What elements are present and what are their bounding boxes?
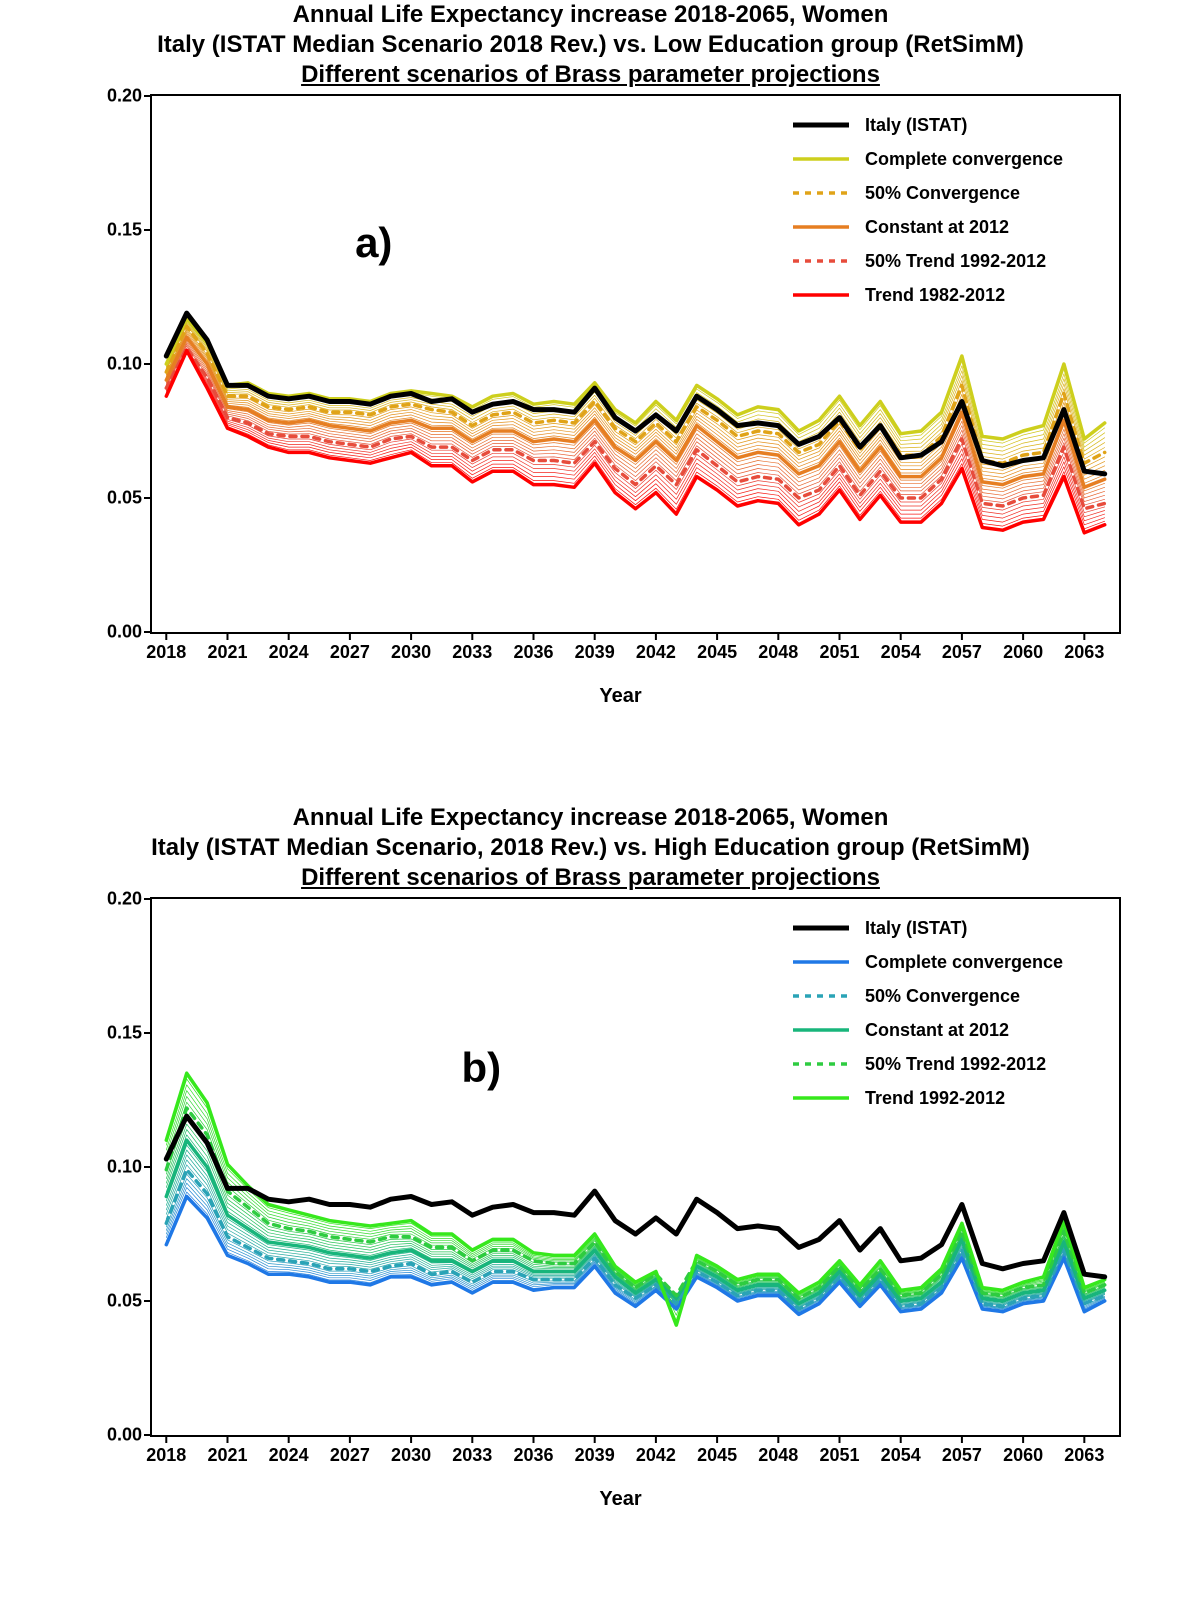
x-tick-label: 2060 xyxy=(1003,642,1043,663)
legend-item: 50% Convergence xyxy=(791,979,1097,1013)
panel-label-b: b) xyxy=(461,1044,501,1092)
title-line: Italy (ISTAT Median Scenario, 2018 Rev.)… xyxy=(0,833,1181,863)
legend-item: Trend 1992-2012 xyxy=(791,1081,1097,1115)
legend-item: Trend 1982-2012 xyxy=(791,278,1097,312)
x-tick-label: 2057 xyxy=(942,1445,982,1466)
x-tick-label: 2045 xyxy=(697,1445,737,1466)
title-line: Annual Life Expectancy increase 2018-206… xyxy=(0,803,1181,833)
legend-label: Trend 1982-2012 xyxy=(865,285,1005,306)
legend-swatch xyxy=(791,183,851,203)
legend-label: Complete convergence xyxy=(865,149,1063,170)
x-tick-label: 2063 xyxy=(1064,642,1104,663)
legend-label: Constant at 2012 xyxy=(865,1020,1009,1041)
x-tick-label: 2042 xyxy=(636,642,676,663)
legend-label: 50% Trend 1992-2012 xyxy=(865,251,1046,272)
x-tick-label: 2063 xyxy=(1064,1445,1104,1466)
legend-item: 50% Trend 1992-2012 xyxy=(791,1047,1097,1081)
legend-label: Italy (ISTAT) xyxy=(865,115,967,136)
legend-label: 50% Convergence xyxy=(865,183,1020,204)
title-line: Italy (ISTAT Median Scenario 2018 Rev.) … xyxy=(0,30,1181,60)
legend-swatch xyxy=(791,952,851,972)
legend-swatch xyxy=(791,1020,851,1040)
legend-swatch xyxy=(791,918,851,938)
x-tick-label: 2057 xyxy=(942,642,982,663)
title-line: Different scenarios of Brass parameter p… xyxy=(0,60,1181,90)
y-tick-label: 0.20 xyxy=(107,86,142,107)
panel-a-title: Annual Life Expectancy increase 2018-206… xyxy=(0,0,1181,90)
x-tick-label: 2051 xyxy=(819,642,859,663)
x-tick-label: 2048 xyxy=(758,1445,798,1466)
x-tick-label: 2021 xyxy=(207,642,247,663)
x-tick-label: 2054 xyxy=(881,1445,921,1466)
x-tick-label: 2036 xyxy=(513,1445,553,1466)
legend-label: 50% Convergence xyxy=(865,986,1020,1007)
x-tick-label: 2030 xyxy=(391,1445,431,1466)
panel-label-a: a) xyxy=(355,219,392,267)
x-tick-label: 2033 xyxy=(452,642,492,663)
x-axis-title: Year xyxy=(90,685,1151,708)
legend-item: Constant at 2012 xyxy=(791,210,1097,244)
plot-area-a: a) Italy (ISTAT) Complete convergence 50% … xyxy=(150,94,1121,634)
x-tick-label: 2027 xyxy=(330,1445,370,1466)
x-tick-label: 2036 xyxy=(513,642,553,663)
legend-swatch xyxy=(791,149,851,169)
chart-wrap-a: L.E. annual increase a) Italy (ISTAT)Com… xyxy=(90,94,1151,714)
x-tick-label: 2024 xyxy=(269,642,309,663)
plot-area-b: b) Italy (ISTAT) Complete convergence 50% … xyxy=(150,897,1121,1437)
legend-label: Complete convergence xyxy=(865,952,1063,973)
x-tick-label: 2039 xyxy=(575,642,615,663)
x-tick-label: 2054 xyxy=(881,642,921,663)
legend-item: 50% Convergence xyxy=(791,176,1097,210)
legend-label: Constant at 2012 xyxy=(865,217,1009,238)
legend-item: Complete convergence xyxy=(791,945,1097,979)
legend-swatch xyxy=(791,115,851,135)
x-tick-label: 2048 xyxy=(758,642,798,663)
y-tick-label: 0.00 xyxy=(107,622,142,643)
y-tick-label: 0.15 xyxy=(107,1023,142,1044)
x-tick-label: 2045 xyxy=(697,642,737,663)
x-tick-label: 2018 xyxy=(146,1445,186,1466)
legend-swatch xyxy=(791,986,851,1006)
y-tick-label: 0.05 xyxy=(107,1291,142,1312)
legend-swatch xyxy=(791,1054,851,1074)
legend-swatch xyxy=(791,251,851,271)
legend-swatch xyxy=(791,285,851,305)
x-tick-label: 2021 xyxy=(207,1445,247,1466)
x-tick-label: 2033 xyxy=(452,1445,492,1466)
x-tick-label: 2030 xyxy=(391,642,431,663)
x-tick-label: 2060 xyxy=(1003,1445,1043,1466)
panel-a: Annual Life Expectancy increase 2018-206… xyxy=(0,0,1181,800)
x-tick-label: 2027 xyxy=(330,642,370,663)
legend-b: Italy (ISTAT) Complete convergence 50% Con… xyxy=(779,905,1109,1121)
legend-label: Italy (ISTAT) xyxy=(865,918,967,939)
x-tick-label: 2024 xyxy=(269,1445,309,1466)
legend-item: Italy (ISTAT) xyxy=(791,911,1097,945)
y-tick-label: 0.10 xyxy=(107,1157,142,1178)
y-tick-label: 0.05 xyxy=(107,488,142,509)
x-tick-label: 2042 xyxy=(636,1445,676,1466)
legend-swatch xyxy=(791,1088,851,1108)
chart-wrap-b: L.E. annual increase b) Italy (ISTAT)Com… xyxy=(90,897,1151,1517)
legend-label: Trend 1992-2012 xyxy=(865,1088,1005,1109)
x-tick-label: 2039 xyxy=(575,1445,615,1466)
title-line: Annual Life Expectancy increase 2018-206… xyxy=(0,0,1181,30)
legend-a: Italy (ISTAT) Complete convergence 50% Con… xyxy=(779,102,1109,318)
y-tick-label: 0.20 xyxy=(107,889,142,910)
legend-swatch xyxy=(791,217,851,237)
panel-b-title: Annual Life Expectancy increase 2018-206… xyxy=(0,803,1181,893)
legend-item: Complete convergence xyxy=(791,142,1097,176)
legend-item: 50% Trend 1992-2012 xyxy=(791,244,1097,278)
legend-item: Italy (ISTAT) xyxy=(791,108,1097,142)
x-tick-label: 2018 xyxy=(146,642,186,663)
title-line: Different scenarios of Brass parameter p… xyxy=(0,863,1181,893)
y-tick-label: 0.15 xyxy=(107,220,142,241)
legend-label: 50% Trend 1992-2012 xyxy=(865,1054,1046,1075)
figure-page: Annual Life Expectancy increase 2018-206… xyxy=(0,0,1181,1603)
y-tick-label: 0.00 xyxy=(107,1425,142,1446)
legend-item: Constant at 2012 xyxy=(791,1013,1097,1047)
x-axis-title: Year xyxy=(90,1488,1151,1511)
y-tick-label: 0.10 xyxy=(107,354,142,375)
x-tick-label: 2051 xyxy=(819,1445,859,1466)
panel-b: Annual Life Expectancy increase 2018-206… xyxy=(0,803,1181,1603)
